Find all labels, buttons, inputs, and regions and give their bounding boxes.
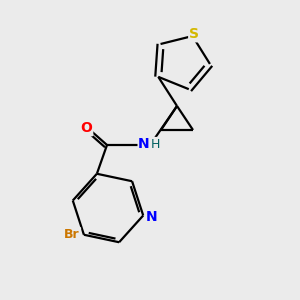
Text: O: O (80, 121, 92, 135)
Text: N: N (146, 211, 158, 224)
Text: N: N (138, 137, 150, 151)
Text: H: H (150, 137, 160, 151)
Text: S: S (190, 27, 200, 41)
Text: Br: Br (64, 228, 80, 241)
